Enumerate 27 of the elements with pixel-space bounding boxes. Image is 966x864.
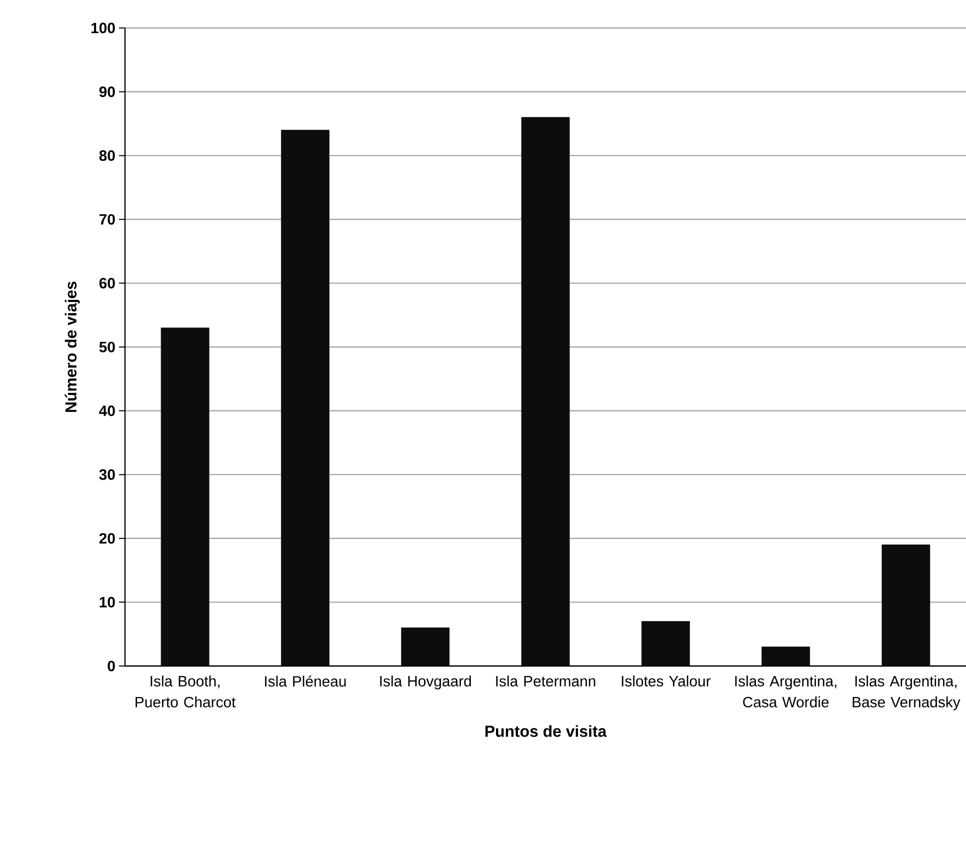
- y-tick-label: 40: [99, 405, 115, 416]
- y-tick-label: 80: [99, 150, 115, 161]
- y-tick-label: 0: [108, 660, 115, 672]
- y-tick-label: 90: [99, 86, 115, 98]
- bar: [882, 544, 930, 666]
- y-tick-label: 100: [91, 22, 115, 34]
- x-tick-label: Islas Argentina, Casa Wordie: [735, 676, 836, 708]
- x-tick-label: Islas Argentina, Base Vernadsky: [852, 676, 960, 710]
- x-tick-label: Islotes Yalour: [622, 676, 711, 686]
- bar: [281, 130, 330, 666]
- x-tick-label: Isla Booth, Puerto Charcot: [136, 676, 236, 708]
- x-axis-title: Puntos de visita: [485, 725, 607, 737]
- bar: [401, 628, 450, 666]
- bar: [641, 621, 690, 666]
- y-axis-title: Número de viajes: [64, 282, 80, 412]
- x-tick-label: Isla Petermann: [496, 676, 596, 686]
- bar: [521, 117, 570, 666]
- bar: [160, 328, 210, 666]
- y-tick-label: 20: [99, 533, 115, 544]
- bar: [762, 646, 810, 666]
- y-tick-label: 60: [99, 278, 115, 288]
- x-tick-label: Isla Hovgaard: [380, 676, 471, 690]
- y-tick-label: 10: [100, 596, 115, 608]
- y-tick-label: 70: [100, 214, 115, 225]
- y-tick-label: 30: [99, 469, 115, 480]
- y-tick-label: 50: [99, 342, 115, 352]
- x-tick-label: Isla Pléneau: [265, 676, 346, 687]
